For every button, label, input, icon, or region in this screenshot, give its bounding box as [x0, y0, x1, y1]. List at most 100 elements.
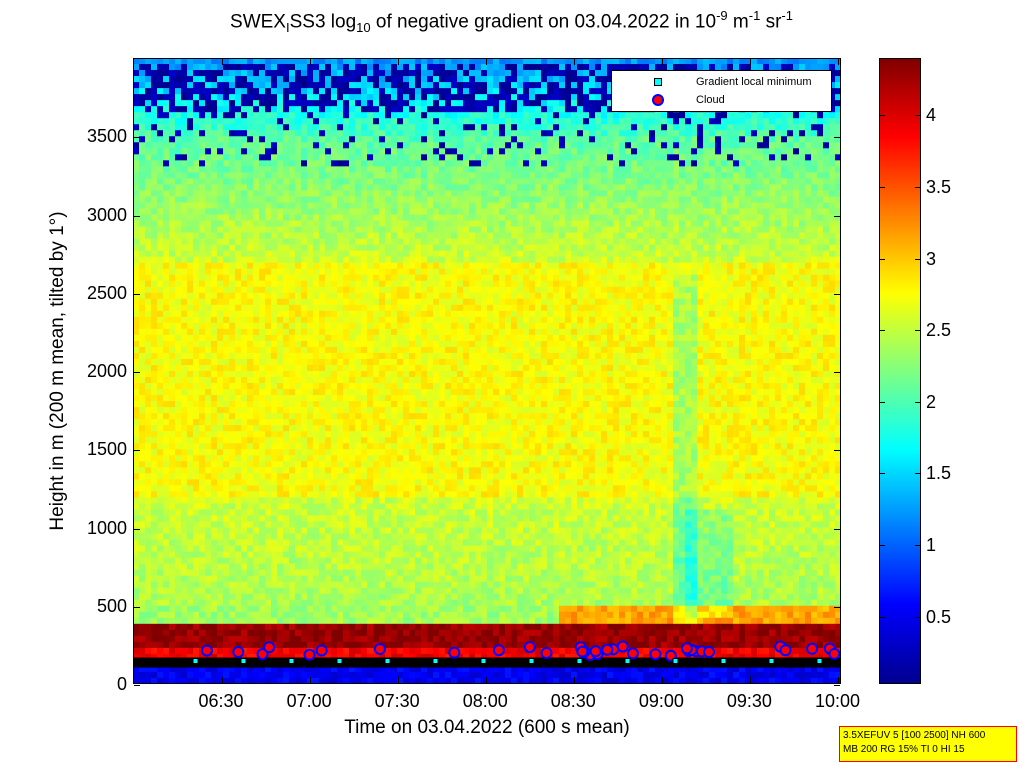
heatmap-cell [157, 310, 164, 318]
heatmap-cell [325, 346, 332, 354]
heatmap-cell [145, 647, 152, 655]
heatmap-cell [403, 340, 410, 348]
heatmap-cell [349, 304, 356, 312]
heatmap-cell [271, 142, 278, 149]
heatmap-cell [259, 575, 266, 583]
heatmap-cell [217, 196, 224, 204]
heatmap-cell [205, 515, 212, 523]
heatmap-cell [307, 641, 314, 649]
heatmap-cell [181, 545, 188, 553]
heatmap-cell [403, 509, 410, 517]
heatmap-cell [295, 166, 302, 173]
heatmap-cell [337, 268, 344, 276]
heatmap-cell [343, 581, 350, 589]
heatmap-cell [289, 467, 296, 474]
heatmap-cell [403, 467, 410, 474]
heatmap-cell [283, 629, 290, 637]
heatmap-cell [139, 238, 146, 246]
heatmap-cell [343, 328, 350, 336]
heatmap-cell [277, 515, 284, 523]
heatmap-cell [301, 130, 308, 137]
heatmap-cell [349, 166, 356, 173]
heatmap-cell [367, 160, 374, 167]
heatmap-cell [187, 262, 194, 270]
heatmap-cell [337, 298, 344, 306]
heatmap-cell [247, 653, 254, 661]
heatmap-cell [331, 346, 338, 354]
heatmap-cell [271, 304, 278, 312]
heatmap-cell [337, 545, 344, 553]
heatmap-cell [187, 635, 194, 643]
heatmap-cell [367, 214, 374, 222]
heatmap-cell [193, 184, 200, 192]
heatmap-cell [331, 208, 338, 216]
heatmap-cell [337, 292, 344, 300]
heatmap-cell [187, 377, 194, 384]
heatmap-cell [247, 88, 254, 95]
heatmap-cell [145, 467, 152, 474]
heatmap-cell [313, 431, 320, 438]
heatmap-cell [283, 431, 290, 438]
heatmap-cell [259, 443, 266, 450]
heatmap-cell [247, 443, 254, 450]
heatmap-cell [295, 256, 302, 264]
heatmap-cell [349, 346, 356, 354]
heatmap-cell [355, 76, 362, 83]
heatmap-cell [367, 292, 374, 300]
heatmap-cell [331, 160, 338, 167]
heatmap-cell [181, 575, 188, 583]
heatmap-cell [223, 413, 230, 420]
heatmap-cell [199, 100, 206, 107]
heatmap-cell [223, 172, 230, 179]
heatmap-cell [139, 587, 146, 595]
heatmap-cell [199, 112, 206, 119]
heatmap-cell [373, 551, 380, 559]
heatmap-cell [415, 274, 422, 282]
heatmap-cell [325, 563, 332, 571]
heatmap-cell [193, 280, 200, 288]
heatmap-cell [151, 160, 158, 167]
heatmap-cell [133, 328, 140, 336]
heatmap-cell [283, 196, 290, 204]
heatmap-cell [325, 70, 332, 77]
heatmap-cell [301, 419, 308, 426]
heatmap-cell [283, 407, 290, 414]
heatmap-cell [307, 473, 314, 480]
heatmap-cell [181, 94, 188, 101]
heatmap-cell [235, 352, 242, 360]
heatmap-cell [295, 214, 302, 222]
heatmap-cell [151, 250, 158, 258]
heatmap-cell [181, 539, 188, 547]
heatmap-cell [397, 130, 404, 137]
heatmap-cell [145, 70, 152, 77]
heatmap-cell [199, 509, 206, 517]
heatmap-cell [175, 352, 182, 360]
heatmap-cell [319, 214, 326, 222]
heatmap-cell [289, 82, 296, 89]
heatmap-cell [337, 587, 344, 595]
heatmap-cell [181, 82, 188, 89]
heatmap-cell [241, 551, 248, 559]
heatmap-cell [241, 527, 248, 535]
heatmap-cell [367, 106, 374, 113]
heatmap-cell [355, 136, 362, 143]
heatmap-cell [271, 358, 278, 366]
heatmap-cell [199, 310, 206, 318]
heatmap-cell [277, 100, 284, 107]
heatmap-cell [235, 401, 242, 408]
heatmap-cell [415, 112, 422, 119]
heatmap-cell [187, 196, 194, 204]
heatmap-cell [169, 461, 176, 468]
heatmap-cell [349, 256, 356, 264]
heatmap-cell [331, 569, 338, 577]
heatmap-cell [283, 635, 290, 643]
heatmap-cell [247, 629, 254, 637]
heatmap-cell [193, 641, 200, 649]
heatmap-cell [355, 298, 362, 306]
heatmap-cell [133, 545, 140, 553]
heatmap-cell [313, 473, 320, 480]
heatmap-cell [133, 112, 140, 119]
heatmap-cell [163, 473, 170, 480]
heatmap-cell [415, 437, 422, 444]
heatmap-cell [241, 100, 248, 107]
